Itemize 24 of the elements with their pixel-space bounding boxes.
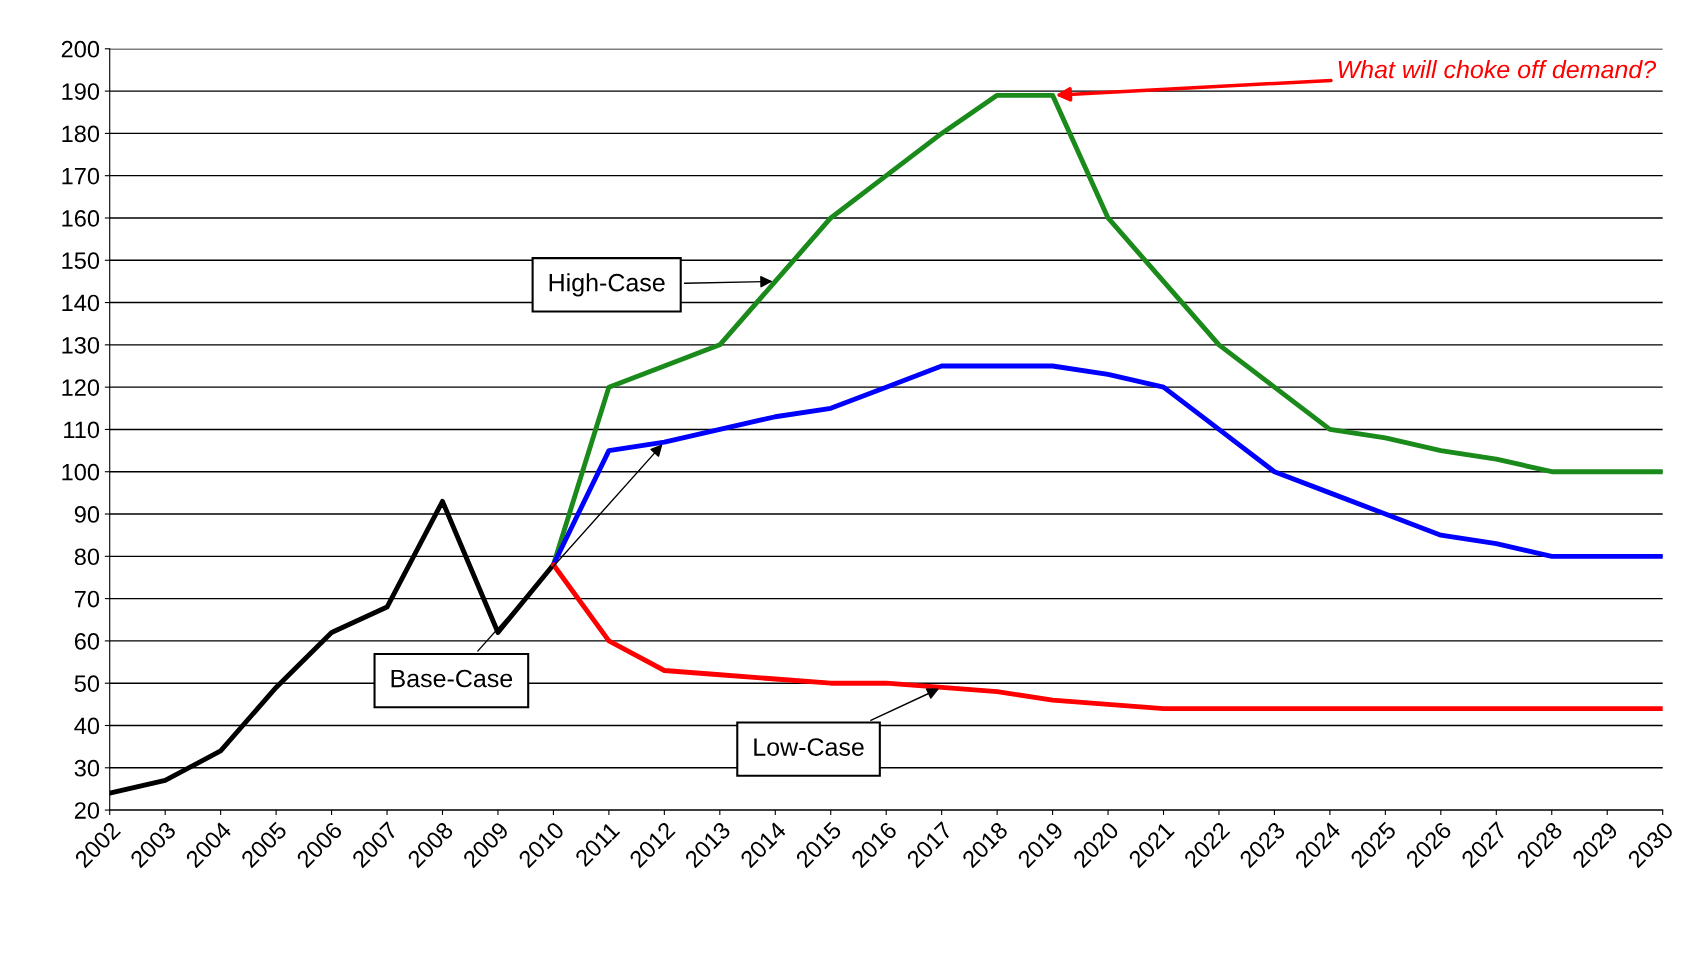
y-tick-label: 190 xyxy=(62,83,100,100)
y-tick-label: 60 xyxy=(74,632,100,650)
text: Base-Case xyxy=(391,669,513,688)
line-series xyxy=(550,562,1663,712)
text: Low-Case xyxy=(754,738,864,756)
y-tick-label: 150 xyxy=(62,252,100,270)
y-tick-label: 120 xyxy=(62,379,100,396)
y-tick-label: 30 xyxy=(74,759,100,777)
y-tick-label: 20 xyxy=(74,802,100,819)
y-tick-label: 90 xyxy=(74,506,100,523)
y-tick-label: 130 xyxy=(62,336,100,354)
y-tick-label: 200 xyxy=(61,40,100,58)
text: High-Case xyxy=(549,273,665,297)
y-tick-label: 180 xyxy=(62,125,100,143)
y-tick-label: 160 xyxy=(62,210,100,227)
y-tick-label: 140 xyxy=(62,294,100,312)
y-tick-label: 100 xyxy=(62,463,100,481)
y-tick-label: 110 xyxy=(64,421,100,439)
y-tick-label: 170 xyxy=(62,167,100,185)
y-tick-label: 80 xyxy=(74,548,100,566)
y-tick-label: 40 xyxy=(74,717,100,735)
y-tick-label: 50 xyxy=(74,675,100,692)
y-tick-label: 70 xyxy=(74,590,100,608)
annotation: What will choke off demand? xyxy=(1338,59,1657,79)
